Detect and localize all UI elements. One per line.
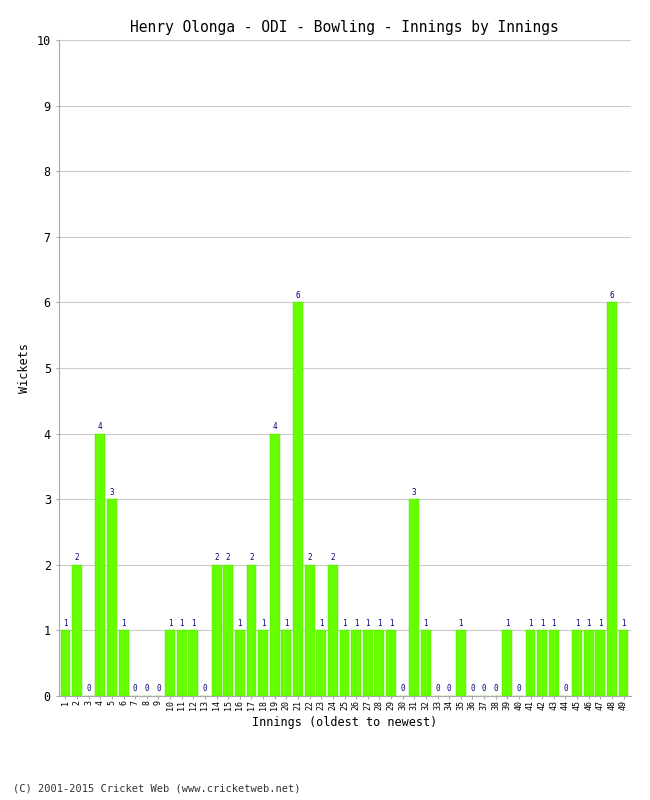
Text: 4: 4 [98,422,103,431]
Bar [96,434,105,696]
Text: 1: 1 [354,618,358,628]
Bar [572,630,582,696]
Bar [258,630,268,696]
Text: 1: 1 [365,618,370,628]
Text: 1: 1 [261,618,265,628]
Text: 1: 1 [377,618,382,628]
Text: 1: 1 [424,618,428,628]
Text: 1: 1 [551,618,556,628]
Bar [281,630,291,696]
Bar [351,630,361,696]
Text: 0: 0 [144,684,149,694]
Bar [270,434,280,696]
Text: 2: 2 [226,553,231,562]
Text: 1: 1 [458,618,463,628]
Text: 1: 1 [191,618,196,628]
Bar [188,630,198,696]
Bar [549,630,559,696]
Text: 0: 0 [156,684,161,694]
Text: (C) 2001-2015 Cricket Web (www.cricketweb.net): (C) 2001-2015 Cricket Web (www.cricketwe… [13,784,300,794]
Text: 0: 0 [517,684,521,694]
Text: 2: 2 [331,553,335,562]
Bar [619,630,629,696]
Text: 0: 0 [563,684,567,694]
Text: 0: 0 [493,684,498,694]
Text: 0: 0 [436,684,440,694]
Text: 1: 1 [528,618,533,628]
Bar [165,630,175,696]
Text: 0: 0 [86,684,91,694]
Text: 3: 3 [110,487,114,497]
Bar [212,565,222,696]
Bar [410,499,419,696]
Text: 1: 1 [621,618,626,628]
Bar [235,630,245,696]
Bar [595,630,605,696]
Text: 0: 0 [133,684,138,694]
Bar [386,630,396,696]
Text: 1: 1 [63,618,68,628]
Y-axis label: Wickets: Wickets [18,343,31,393]
Bar [526,630,536,696]
Bar [107,499,117,696]
Bar [317,630,326,696]
Bar [502,630,512,696]
Text: 1: 1 [389,618,393,628]
X-axis label: Innings (oldest to newest): Innings (oldest to newest) [252,716,437,729]
Text: 0: 0 [400,684,405,694]
Bar [339,630,350,696]
Text: 2: 2 [249,553,254,562]
Bar [328,565,338,696]
Bar [119,630,129,696]
Text: 1: 1 [284,618,289,628]
Bar [305,565,315,696]
Text: 1: 1 [122,618,126,628]
Bar [177,630,187,696]
Bar [60,630,70,696]
Bar [293,302,303,696]
Bar [421,630,431,696]
Bar [363,630,372,696]
Text: 1: 1 [540,618,545,628]
Text: 0: 0 [203,684,207,694]
Text: 6: 6 [610,290,614,300]
Text: 6: 6 [296,290,300,300]
Text: 1: 1 [505,618,510,628]
Bar [374,630,384,696]
Title: Henry Olonga - ODI - Bowling - Innings by Innings: Henry Olonga - ODI - Bowling - Innings b… [130,20,559,34]
Text: 1: 1 [575,618,579,628]
Bar [584,630,593,696]
Bar [537,630,547,696]
Text: 4: 4 [272,422,277,431]
Bar [224,565,233,696]
Text: 1: 1 [598,618,603,628]
Text: 0: 0 [482,684,486,694]
Bar [456,630,465,696]
Text: 3: 3 [412,487,417,497]
Text: 0: 0 [470,684,474,694]
Text: 1: 1 [168,618,172,628]
Bar [607,302,617,696]
Text: 1: 1 [586,618,591,628]
Text: 1: 1 [342,618,347,628]
Text: 1: 1 [237,618,242,628]
Text: 1: 1 [179,618,184,628]
Text: 2: 2 [75,553,79,562]
Bar [72,565,82,696]
Text: 2: 2 [214,553,219,562]
Bar [246,565,257,696]
Text: 0: 0 [447,684,452,694]
Text: 2: 2 [307,553,312,562]
Text: 1: 1 [319,618,324,628]
